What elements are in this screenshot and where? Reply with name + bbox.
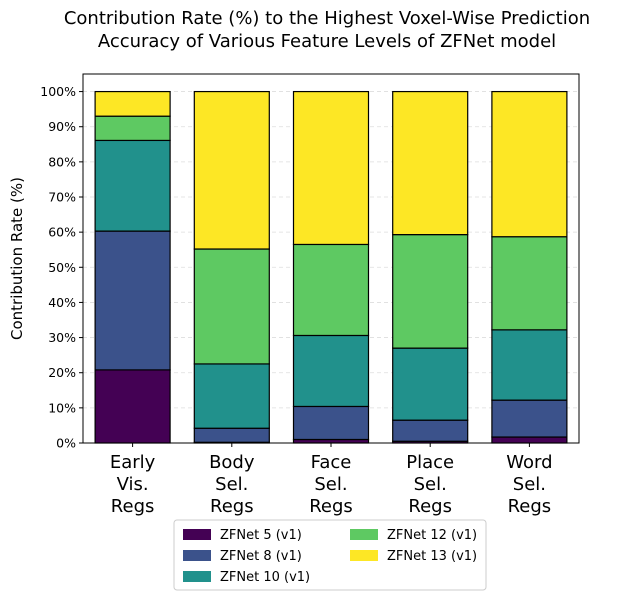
bar-segment: [193, 248, 270, 365]
legend-label: ZFNet 13 (v1): [387, 549, 477, 564]
bar-segment: [392, 90, 469, 236]
bar-segment: [491, 329, 568, 401]
legend-swatch: [183, 571, 211, 582]
legend-box: [173, 519, 487, 591]
x-tick-label: Sel.: [215, 474, 248, 495]
legend-label: ZFNet 12 (v1): [387, 528, 477, 543]
bar-segment: [392, 234, 469, 349]
x-tick-label: Regs: [408, 496, 452, 517]
x-tick-label: Early: [110, 452, 156, 473]
chart-title-line: Accuracy of Various Feature Levels of ZF…: [98, 31, 556, 52]
bar-segment: [392, 419, 469, 442]
bar-segment: [94, 369, 171, 444]
bar-segment: [491, 399, 568, 438]
y-tick-label: 10%: [48, 400, 76, 415]
y-tick-label: 60%: [48, 225, 76, 240]
y-tick-label: 90%: [48, 119, 76, 134]
y-tick-label: 30%: [48, 330, 76, 345]
y-tick-label: 70%: [48, 190, 76, 205]
x-tick-label: Vis.: [117, 474, 149, 495]
bar-segment: [94, 90, 171, 117]
y-tick-label: 50%: [48, 260, 76, 275]
x-tick-label: Sel.: [513, 474, 546, 495]
x-tick-label: Sel.: [414, 474, 447, 495]
bar-segment: [292, 334, 370, 408]
x-tick-label: Sel.: [314, 474, 347, 495]
legend-swatch: [183, 529, 211, 540]
y-tick-label: 80%: [48, 154, 76, 169]
bar-segment: [193, 427, 270, 443]
bar-segment: [292, 405, 370, 441]
y-tick-label: 0%: [56, 436, 76, 451]
bar-segment: [193, 90, 270, 250]
bar-segment: [491, 236, 568, 331]
bar-segment: [193, 363, 270, 429]
bar-segment: [392, 347, 469, 421]
bar-segment: [491, 436, 568, 444]
x-tick-label: Place: [406, 452, 454, 473]
x-tick-label: Body: [209, 452, 255, 473]
x-tick-label: Regs: [508, 496, 552, 517]
y-tick-label: 100%: [40, 84, 76, 99]
legend-swatch: [350, 529, 378, 540]
bar-segment: [94, 115, 171, 142]
legend-label: ZFNet 5 (v1): [220, 528, 302, 543]
x-tick-label: Face: [311, 452, 352, 473]
y-tick-label: 40%: [48, 295, 76, 310]
bar-segment: [491, 90, 568, 238]
x-tick-label: Word: [506, 452, 552, 473]
legend-swatch: [350, 550, 378, 561]
bar-segment: [94, 230, 171, 371]
legend-label: ZFNet 10 (v1): [220, 570, 310, 585]
x-tick-label: Regs: [210, 496, 254, 517]
x-tick-label: Regs: [309, 496, 353, 517]
chart-title-line: Contribution Rate (%) to the Highest Vox…: [64, 8, 590, 29]
legend-label: ZFNet 8 (v1): [220, 549, 302, 564]
x-tick-label: Regs: [111, 496, 155, 517]
bar-segment: [94, 139, 171, 232]
bar-segment: [292, 90, 370, 246]
y-axis-label: Contribution Rate (%): [8, 177, 26, 340]
bar-segment: [292, 243, 370, 337]
y-tick-label: 20%: [48, 365, 76, 380]
legend-swatch: [183, 550, 211, 561]
